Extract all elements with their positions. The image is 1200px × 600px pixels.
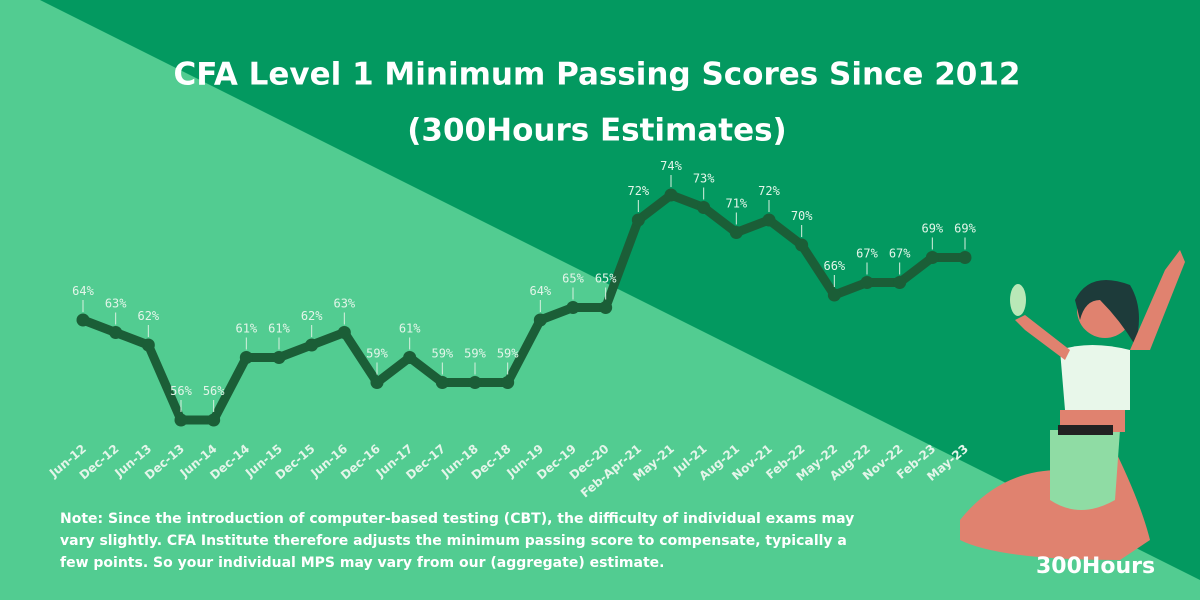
background-triangle: [40, 0, 1200, 580]
brand: 300Hours: [1036, 554, 1156, 579]
data-label: 56%: [170, 384, 192, 398]
data-label: 67%: [856, 247, 878, 261]
data-label: 72%: [758, 184, 780, 198]
point: [599, 301, 613, 314]
point: [109, 326, 123, 339]
point: [468, 376, 482, 389]
data-label: 67%: [889, 247, 911, 261]
data-label: 64%: [72, 284, 94, 298]
data-label: 61%: [268, 322, 290, 336]
data-label: 71%: [725, 197, 747, 211]
data-label: 66%: [823, 259, 845, 273]
point: [272, 351, 286, 364]
point: [207, 413, 221, 427]
data-label: 69%: [954, 222, 976, 236]
data-label: 56%: [203, 384, 225, 398]
point: [76, 313, 90, 327]
data-label: 59%: [464, 347, 486, 361]
point: [174, 413, 188, 427]
point: [337, 326, 351, 339]
point: [435, 376, 449, 389]
point: [697, 201, 711, 214]
data-label: 73%: [693, 172, 715, 186]
data-label: 69%: [921, 222, 943, 236]
point: [403, 351, 417, 364]
point: [239, 351, 253, 364]
data-label: 63%: [333, 297, 355, 311]
point: [893, 276, 907, 289]
point: [827, 288, 841, 302]
data-label: 72%: [627, 184, 649, 198]
chart-title: (300Hours Estimates): [407, 113, 786, 149]
point: [533, 313, 547, 327]
note: Note: Since the introduction of computer…: [60, 511, 855, 571]
data-label: 63%: [105, 297, 127, 311]
data-label: 65%: [595, 272, 617, 286]
point: [141, 338, 155, 352]
illustration: [960, 250, 1185, 560]
point: [860, 276, 874, 289]
data-label: 59%: [366, 347, 388, 361]
point: [305, 338, 319, 352]
data-label: 61%: [399, 322, 421, 336]
data-label: 59%: [497, 347, 519, 361]
point: [631, 213, 645, 227]
data-label: 65%: [562, 272, 584, 286]
point: [566, 301, 580, 314]
data-label: 70%: [791, 209, 813, 223]
point: [925, 251, 939, 264]
data-label: 62%: [137, 309, 159, 323]
data-label: 64%: [529, 284, 551, 298]
point: [795, 238, 809, 252]
point: [501, 376, 515, 389]
data-label: 74%: [660, 159, 682, 173]
data-label: 62%: [301, 309, 323, 323]
data-label: 59%: [431, 347, 453, 361]
point: [664, 188, 678, 202]
point: [958, 251, 972, 264]
line: [81, 190, 965, 425]
data-label: 61%: [235, 322, 257, 336]
point: [729, 226, 743, 239]
point: [762, 213, 776, 227]
chart-title: CFA Level 1 Minimum Passing Scores Since…: [173, 57, 1020, 93]
point: [370, 376, 384, 389]
